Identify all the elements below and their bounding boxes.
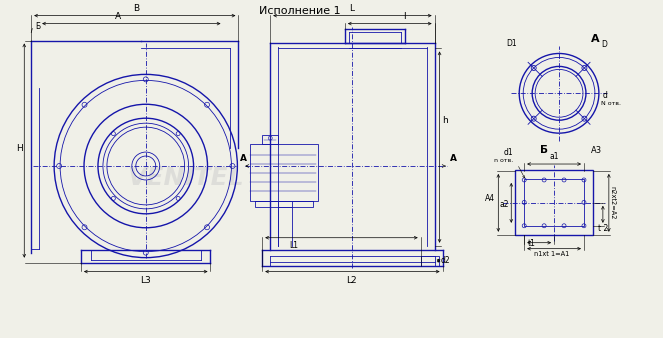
- Text: n2xt2=A2: n2xt2=A2: [610, 186, 616, 220]
- Text: A4: A4: [485, 194, 495, 203]
- Bar: [263, 135, 278, 144]
- Bar: [524, 179, 584, 226]
- Text: L1: L1: [290, 241, 298, 250]
- Text: a2: a2: [500, 200, 509, 209]
- Text: n1xt 1=A1: n1xt 1=A1: [534, 251, 570, 257]
- Text: VENITEL: VENITEL: [127, 166, 244, 190]
- Text: L3: L3: [141, 275, 151, 285]
- Text: a1: a1: [550, 152, 559, 161]
- Text: Исполнение 1: Исполнение 1: [259, 6, 341, 16]
- Text: l: l: [403, 11, 406, 21]
- Text: А: А: [115, 11, 121, 21]
- Bar: [515, 170, 593, 235]
- Text: h: h: [442, 116, 448, 125]
- Bar: [251, 144, 318, 201]
- Text: А: А: [241, 153, 247, 163]
- Text: Б: Б: [540, 145, 548, 155]
- Bar: [255, 201, 313, 207]
- Bar: [420, 256, 438, 266]
- Text: D: D: [601, 41, 607, 49]
- Text: d: d: [603, 91, 608, 100]
- Text: L: L: [349, 4, 355, 13]
- Text: t1: t1: [528, 239, 536, 248]
- Text: t 2: t 2: [598, 224, 608, 233]
- Text: В: В: [133, 4, 139, 13]
- Text: N отв.: N отв.: [601, 101, 621, 106]
- Text: A3: A3: [591, 146, 603, 155]
- Text: Н: Н: [16, 144, 23, 152]
- Text: Б: Б: [35, 22, 40, 30]
- Text: А: А: [591, 33, 599, 44]
- Text: n отв.: n отв.: [494, 158, 513, 163]
- Text: D1: D1: [507, 40, 517, 48]
- Text: L2: L2: [347, 275, 357, 285]
- Text: А: А: [450, 153, 457, 163]
- Text: d2: d2: [440, 256, 450, 265]
- Text: d1: d1: [504, 148, 513, 157]
